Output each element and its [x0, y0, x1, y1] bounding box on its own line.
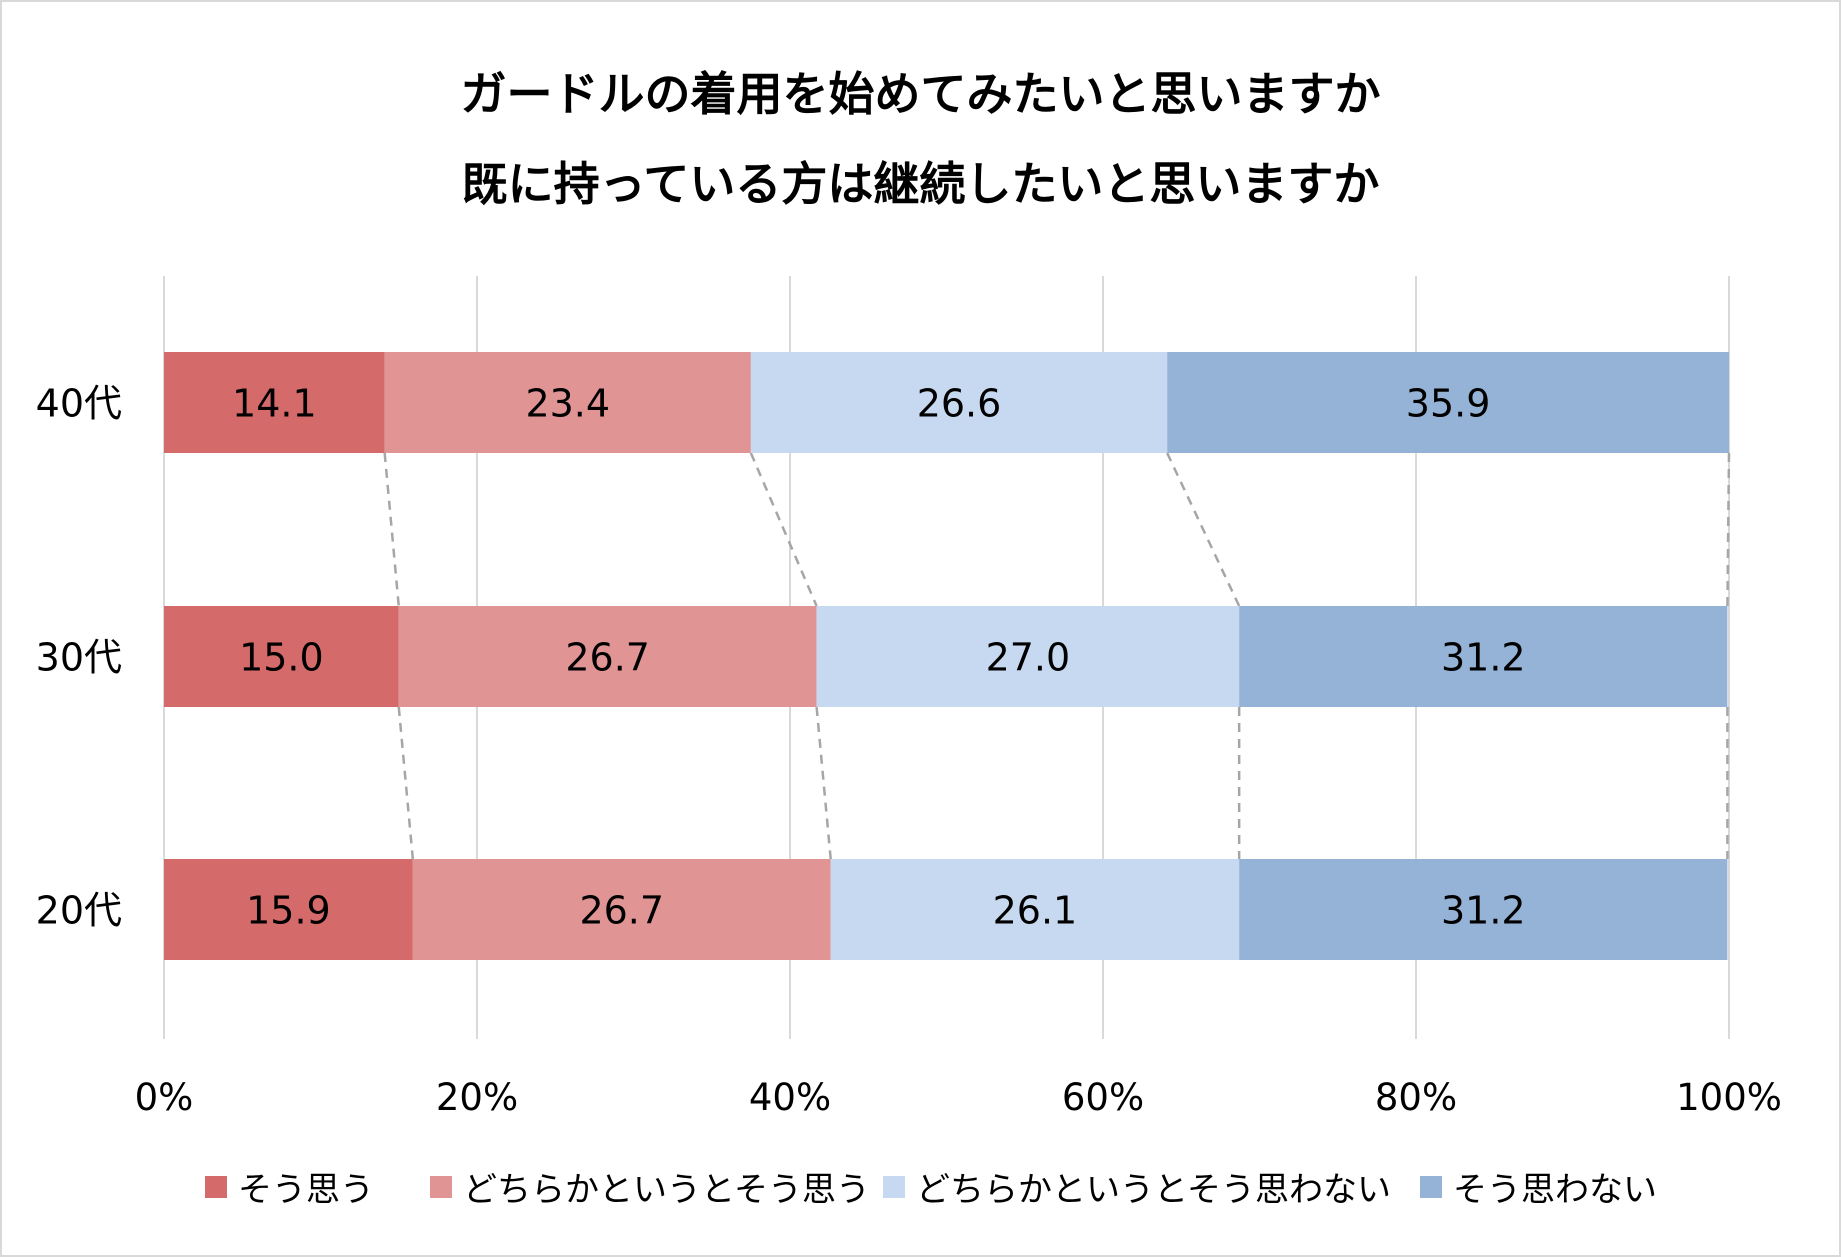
series-line	[815, 706, 832, 860]
x-tick-label: 80%	[1375, 1076, 1457, 1119]
data-label: 26.6	[917, 382, 1002, 426]
series-line	[397, 706, 415, 860]
bar-segment	[164, 352, 385, 453]
data-label: 27.0	[986, 636, 1071, 680]
legend-label: どちらかというとそう思わない	[916, 1170, 1391, 1210]
category-label: 20代	[36, 889, 122, 933]
bar-segment	[830, 859, 1240, 960]
category-label: 30代	[36, 636, 122, 680]
bar-segment	[1167, 352, 1729, 453]
bar-segment	[1239, 859, 1728, 960]
bar-segment	[750, 352, 1168, 453]
data-label: 26.7	[579, 889, 664, 933]
data-label: 35.9	[1406, 382, 1491, 426]
data-label: 15.9	[246, 889, 331, 933]
data-label: 26.7	[565, 636, 650, 680]
legend-label: どちらかというとそう思う	[463, 1170, 870, 1210]
series-line	[1166, 452, 1241, 607]
data-label: 31.2	[1441, 889, 1526, 933]
data-label: 31.2	[1441, 636, 1526, 680]
series-line	[749, 452, 818, 607]
data-label: 23.4	[525, 382, 610, 426]
chart-title-line-1: ガードルの着用を始めてみたいと思いますか	[460, 67, 1381, 121]
bar-segment	[398, 606, 817, 707]
data-label: 26.1	[993, 889, 1078, 933]
legend-swatch	[205, 1176, 227, 1198]
series-line	[383, 452, 400, 607]
x-tick-label: 100%	[1676, 1076, 1782, 1119]
legend-label: そう思う	[238, 1170, 374, 1210]
bar-segment	[1239, 606, 1728, 707]
legend-swatch	[883, 1176, 905, 1198]
bar-segment	[164, 859, 413, 960]
bar-segment	[164, 606, 399, 707]
bar-segment	[384, 352, 751, 453]
x-tick-label: 60%	[1062, 1076, 1144, 1119]
legend-swatch	[430, 1176, 452, 1198]
bar-segment	[816, 606, 1240, 707]
data-label: 14.1	[232, 382, 317, 426]
x-tick-label: 40%	[749, 1076, 831, 1119]
x-tick-label: 20%	[436, 1076, 518, 1119]
data-label: 15.0	[239, 636, 324, 680]
legend-label: そう思わない	[1453, 1170, 1657, 1210]
bar-segment	[412, 859, 831, 960]
x-tick-label: 0%	[135, 1076, 194, 1119]
chart-title-line-2: 既に持っている方は継続したいと思いますか	[461, 157, 1380, 211]
legend-swatch	[1420, 1176, 1442, 1198]
category-label: 40代	[36, 382, 122, 426]
